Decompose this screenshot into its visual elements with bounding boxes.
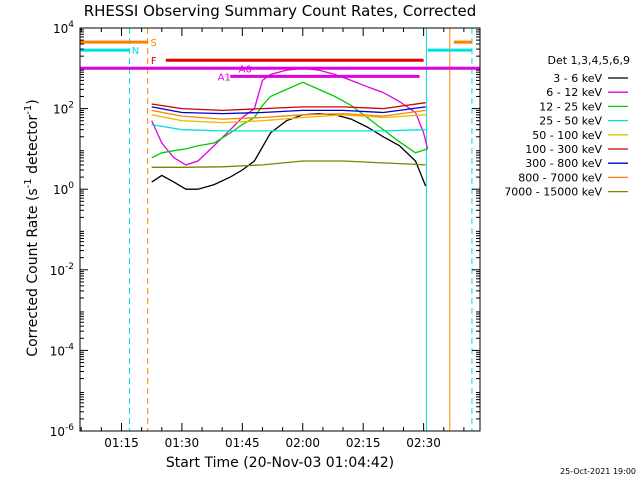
legend-label-3: 25 - 50 keV: [539, 115, 602, 128]
x-axis-ticks: 01:15 01:30 01:45 02:00 02:15 02:30: [80, 28, 465, 450]
legend-label-1: 6 - 12 keV: [546, 86, 602, 99]
series-line-3: [151, 123, 426, 132]
series-line-8: [151, 160, 426, 168]
y-axis-label: Corrected Count Rate (s-1 detector-1): [23, 99, 41, 356]
flag-n-label: N: [132, 46, 139, 57]
boundary-lines: [129, 28, 473, 431]
legend-label-6: 300 - 800 keV: [525, 157, 602, 170]
flag-a1-label: A1: [218, 72, 231, 83]
series-line-0: [151, 112, 427, 190]
series-line-6: [151, 106, 426, 115]
legend-label-7: 800 - 7000 keV: [518, 171, 602, 184]
series-line-4: [151, 114, 426, 124]
y-tick-label-5: 104: [53, 20, 74, 36]
x-tick-label-0: 01:15: [104, 436, 139, 450]
x-tick-label-1: 01:30: [165, 436, 200, 450]
flag-bars: SN F A0 A1: [80, 38, 480, 83]
flag-s-label: S: [150, 38, 156, 49]
footer-date: 25-Oct-2021 19:00: [560, 467, 636, 476]
series-lines: [151, 67, 429, 190]
legend-label-2: 12 - 25 keV: [539, 100, 602, 113]
x-tick-label-4: 02:15: [346, 436, 381, 450]
legend-title: Det 1,3,4,5,6,9: [547, 54, 630, 67]
x-axis-label: Start Time (20-Nov-03 01:04:42): [166, 455, 394, 471]
flag-f-label: F: [151, 56, 157, 67]
y-axis-ticks: 10-6 10-4 10-2 100 102 104: [50, 20, 480, 439]
x-tick-label-3: 02:00: [285, 436, 320, 450]
y-tick-label-1: 10-4: [50, 342, 75, 358]
legend-label-0: 3 - 6 keV: [553, 72, 602, 85]
legend-label-8: 7000 - 15000 keV: [504, 186, 602, 199]
plot-frame: [79, 27, 481, 432]
series-line-5: [151, 102, 426, 112]
flag-a0-label: A0: [239, 64, 252, 75]
chart-title: RHESSI Observing Summary Count Rates, Co…: [84, 2, 477, 20]
series-line-7: [151, 109, 426, 120]
y-tick-label-2: 10-2: [50, 262, 74, 278]
legend-label-5: 100 - 300 keV: [525, 143, 602, 156]
y-tick-label-0: 10-6: [50, 423, 75, 439]
x-tick-label-5: 02:30: [406, 436, 441, 450]
series-line-2: [151, 81, 428, 159]
y-tick-label-3: 100: [53, 181, 74, 197]
series-line-1: [151, 67, 429, 166]
x-tick-label-2: 01:45: [225, 436, 260, 450]
y-tick-label-4: 102: [53, 101, 74, 117]
legend-label-4: 50 - 100 keV: [532, 129, 602, 142]
